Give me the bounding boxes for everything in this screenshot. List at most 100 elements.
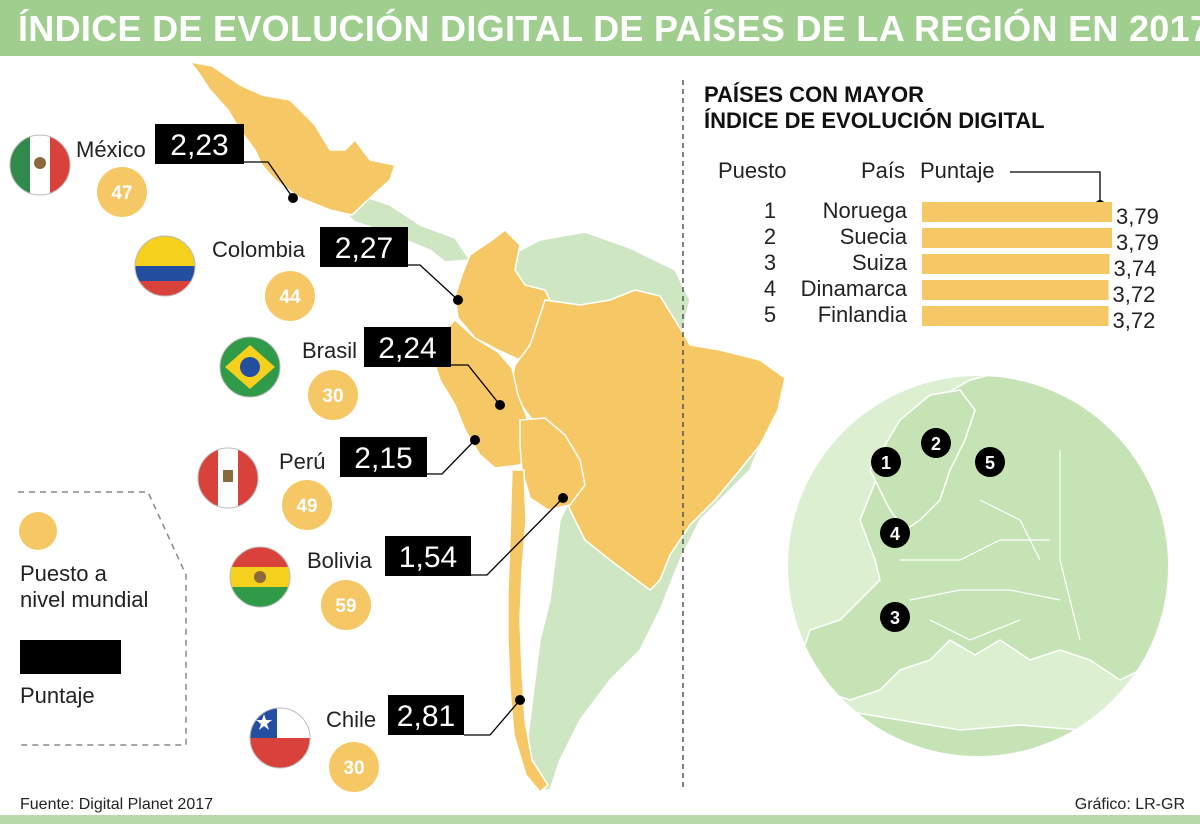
- rank-label-chile: 30: [343, 758, 364, 779]
- connector-brasil: [451, 364, 501, 406]
- ranking-header-score: Puntaje: [920, 158, 995, 183]
- country-labels: México Colombia Brasil Perú Bolivia Chil…: [76, 137, 376, 732]
- rank-label-colombia: 44: [279, 287, 301, 308]
- mexico-flag-icon: [9, 134, 71, 196]
- ranking-header-country: País: [861, 158, 905, 183]
- ranking-bar-2: [922, 228, 1112, 248]
- rank-circle-bolivia: [321, 580, 371, 630]
- legend-score-box: [20, 640, 121, 674]
- ranking-country-5: Finlandia: [818, 302, 908, 327]
- europe-globe: [788, 376, 1168, 756]
- legend-rank-label-2: nivel mundial: [20, 587, 148, 612]
- connector-chile: [464, 699, 521, 736]
- ranking-value-1: 3,79: [1116, 204, 1159, 229]
- footer-source: Fuente: Digital Planet 2017: [20, 796, 214, 813]
- marker-noruega: [871, 447, 901, 477]
- rank-circle-colombia: [265, 271, 315, 321]
- dot-brasil: [495, 400, 505, 410]
- bolivia-flag-icon: [229, 546, 291, 608]
- rank-circle-peru: [282, 480, 332, 530]
- marker-label-3: 3: [890, 608, 900, 628]
- score-label-chile: 2,81: [397, 700, 455, 733]
- marker-dinamarca: [880, 518, 910, 548]
- ranking-header-rank: Puesto: [718, 158, 787, 183]
- connector-dots: [288, 193, 568, 705]
- footer-credit: Gráfico: LR-GR: [1074, 796, 1185, 813]
- europe-borders: [900, 450, 1081, 641]
- score-label-mexico: 2,23: [170, 129, 228, 162]
- colombia-flag-icon: [134, 235, 196, 297]
- score-boxes: 2,23 2,27 2,24 2,15 1,54 2,81: [155, 124, 471, 735]
- legend-rank-circle: [19, 512, 57, 550]
- dot-chile: [515, 695, 525, 705]
- score-box-colombia: [320, 227, 408, 267]
- page-title: ÍNDICE DE EVOLUCIÓN DIGITAL DE PAÍSES DE…: [18, 8, 1200, 49]
- rank-label-mexico: 47: [111, 183, 132, 204]
- ranking-bar-5: [922, 306, 1109, 326]
- ranking-value-4: 3,72: [1113, 282, 1156, 307]
- score-box-chile: [388, 695, 464, 735]
- header-bar: ÍNDICE DE EVOLUCIÓN DIGITAL DE PAÍSES DE…: [0, 0, 1200, 56]
- ranking-value-2: 3,79: [1116, 230, 1159, 255]
- score-label-brasil: 2,24: [378, 332, 436, 365]
- marker-label-4: 4: [890, 524, 900, 544]
- chile-flag-icon: [249, 707, 311, 769]
- legend: Puesto a nivel mundial Puntaje: [18, 491, 187, 746]
- land-peru: [431, 318, 531, 469]
- marker-label-5: 5: [985, 453, 995, 473]
- score-label-peru: 2,15: [354, 442, 412, 475]
- dot-colombia: [453, 295, 463, 305]
- country-label-colombia: Colombia: [212, 237, 306, 262]
- europe-markers: 1 2 3 4 5: [871, 428, 1005, 632]
- marker-finlandia: [975, 447, 1005, 477]
- country-label-brasil: Brasil: [302, 338, 357, 363]
- ranking-value-3: 3,74: [1114, 256, 1157, 281]
- rank-label-peru: 49: [296, 496, 317, 517]
- ranking-panel: PAÍSES CON MAYOR ÍNDICE DE EVOLUCIÓN DIG…: [704, 82, 1159, 333]
- ranking-bar-3: [922, 254, 1110, 274]
- connectors: [244, 161, 564, 736]
- land-bolivia: [519, 417, 586, 511]
- score-label-bolivia: 1,54: [399, 541, 457, 574]
- ranking-rank-5: 5: [764, 302, 776, 327]
- score-box-peru: [340, 437, 427, 477]
- dot-mexico: [288, 193, 298, 203]
- score-label-colombia: 2,27: [335, 232, 393, 265]
- ranking-country-4: Dinamarca: [801, 276, 908, 301]
- land-chile: [507, 469, 549, 794]
- connector-colombia: [408, 264, 459, 301]
- ranking-rank-1: 1: [764, 198, 776, 223]
- latam-map: [188, 60, 786, 794]
- bottom-bar: [0, 815, 1200, 824]
- ranking-value-5: 3,72: [1113, 308, 1156, 333]
- ranking-bar-1: [922, 202, 1112, 222]
- rank-circle-brasil: [308, 370, 358, 420]
- rank-circle-mexico: [97, 167, 147, 217]
- brazil-flag-icon: [219, 336, 281, 398]
- marker-suiza: [880, 602, 910, 632]
- peru-flag-icon: [197, 447, 259, 509]
- ranking-country-3: Suiza: [852, 250, 908, 275]
- connector-peru: [427, 439, 476, 475]
- marker-label-1: 1: [881, 453, 891, 473]
- ranking-country-2: Suecia: [840, 224, 908, 249]
- ranking-bar-4: [922, 280, 1109, 300]
- score-box-bolivia: [385, 536, 471, 576]
- ranking-country-1: Noruega: [823, 198, 908, 223]
- rank-label-bolivia: 59: [335, 596, 356, 617]
- country-label-peru: Perú: [279, 449, 325, 474]
- legend-rank-label-1: Puesto a: [20, 561, 108, 586]
- country-label-bolivia: Bolivia: [307, 548, 373, 573]
- legend-frame: [18, 491, 187, 746]
- ranking-pointer-line: [1010, 171, 1101, 205]
- ranking-rank-2: 2: [764, 224, 776, 249]
- rank-label-brasil: 30: [322, 386, 343, 407]
- ranking-title-1: PAÍSES CON MAYOR: [704, 82, 924, 107]
- marker-label-2: 2: [931, 434, 941, 454]
- country-label-mexico: México: [76, 137, 146, 162]
- legend-score-label: Puntaje: [20, 683, 95, 708]
- ranking-rows: 1 Noruega 3,79 2 Suecia 3,79 3 Suiza 3,74 4 Dinama…: [764, 198, 1159, 333]
- ranking-title-2: ÍNDICE DE EVOLUCIÓN DIGITAL: [704, 108, 1045, 133]
- marker-suecia: [921, 428, 951, 458]
- country-label-chile: Chile: [326, 707, 376, 732]
